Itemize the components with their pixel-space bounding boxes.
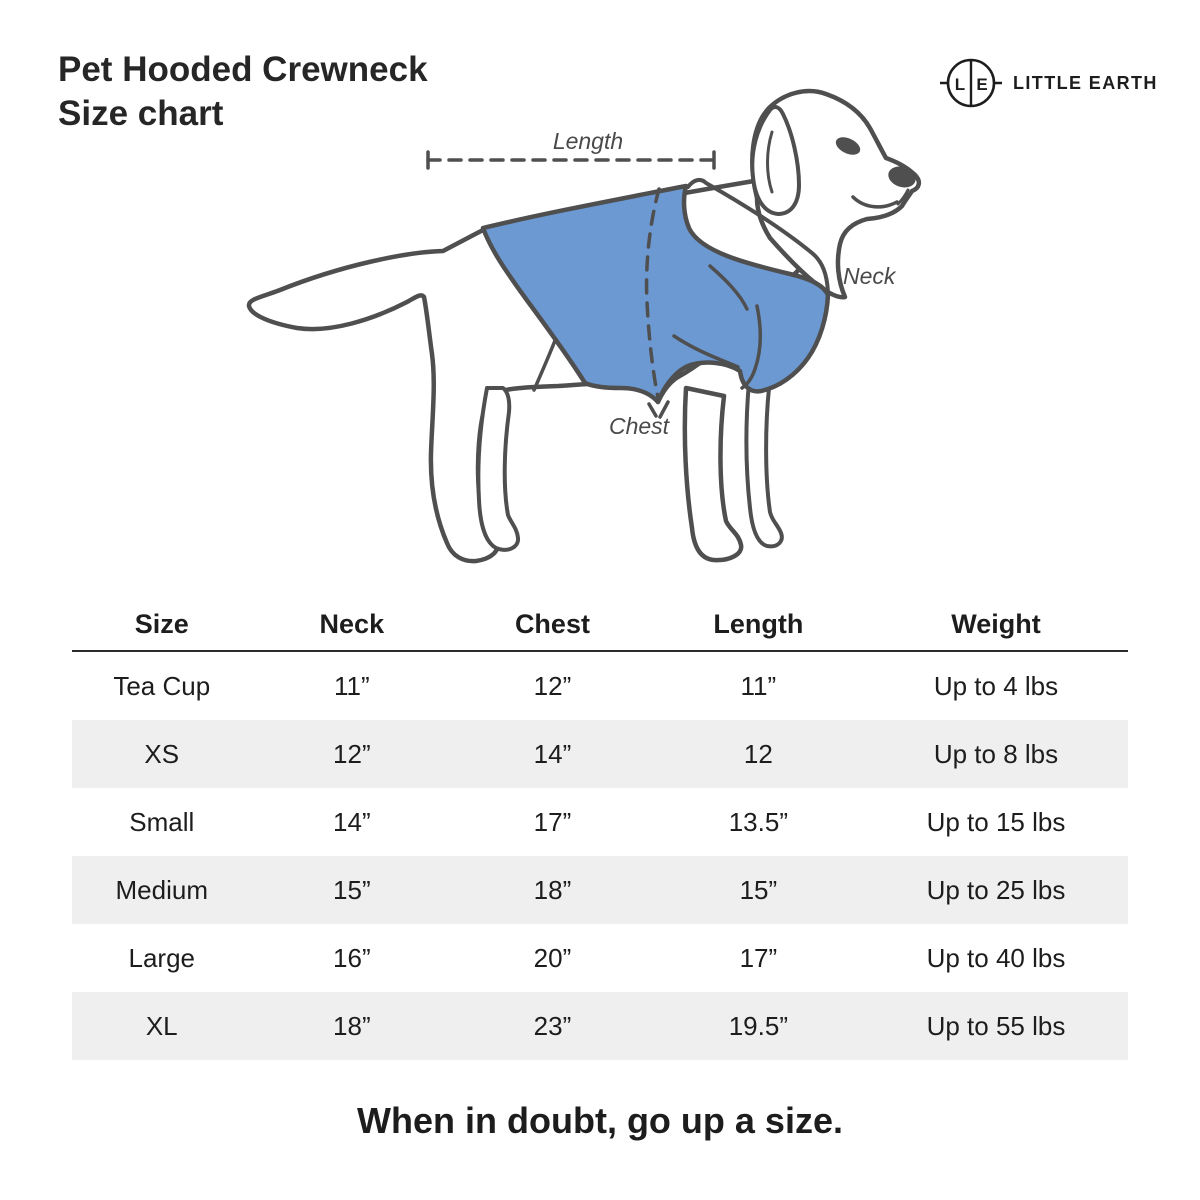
cell-size: XS <box>144 738 180 769</box>
table-row: XL 18” 23” 19.5” Up to 55 lbs <box>72 992 1128 1060</box>
sleeve-crease-line <box>672 334 740 369</box>
cell-length: 19.5” <box>728 1010 788 1041</box>
table-row: XS 12” 14” 12 Up to 8 lbs <box>72 720 1128 788</box>
logo-letter-l: L <box>955 75 965 94</box>
dog-eye-icon <box>835 137 861 155</box>
haunch-crease-line <box>532 336 558 392</box>
collar-crease-line <box>708 264 749 311</box>
cell-size: Small <box>129 806 195 837</box>
dog-muzzle-line <box>896 188 910 206</box>
table-row: Tea Cup 11” 12” 11” Up to 4 lbs <box>72 651 1128 720</box>
cell-neck: 15” <box>333 874 371 905</box>
cell-neck: 11” <box>334 670 370 701</box>
footer-note: When in doubt, go up a size. <box>357 1100 843 1141</box>
cell-weight: Up to 8 lbs <box>933 738 1059 769</box>
col-header-neck: Neck <box>251 598 453 652</box>
brand-logo: L E LITTLE EARTH <box>933 55 1183 115</box>
cell-chest: 12” <box>533 670 572 701</box>
table-row: Medium 15” 18” 15” Up to 25 lbs <box>72 856 1128 924</box>
dog-front-near-leg <box>682 385 744 563</box>
table-header-row: Size Neck Chest Length Weight <box>72 598 1128 652</box>
cell-neck: 14” <box>333 806 371 837</box>
cell-size: XL <box>145 1010 178 1041</box>
dog-rear-far-leg <box>476 386 521 552</box>
col-header-chest: Chest <box>452 598 653 652</box>
col-header-length: Length <box>652 598 864 652</box>
cell-weight: Up to 25 lbs <box>926 874 1066 905</box>
dog-ear-inner-line <box>766 130 774 194</box>
logo-letter-e: E <box>976 75 987 94</box>
cell-length: 12 <box>743 738 773 769</box>
col-header-weight: Weight <box>863 598 1128 652</box>
cell-neck: 18” <box>333 1010 371 1041</box>
chest-measure-arrow <box>647 400 670 419</box>
dog-ear-icon <box>750 104 801 216</box>
size-table: Size Neck Chest Length Weight Tea Cup 11… <box>72 598 1128 1060</box>
dog-nose-icon <box>888 166 916 188</box>
cell-length: 13.5” <box>728 806 788 837</box>
cell-size: Medium <box>115 874 208 905</box>
cell-size: Tea Cup <box>113 670 211 701</box>
cell-chest: 17” <box>533 806 572 837</box>
dog-mouth-line <box>851 195 899 209</box>
dog-front-far-leg <box>744 380 784 549</box>
neck-label: Neck <box>843 263 897 289</box>
cell-length: 11” <box>740 670 777 701</box>
sleeve-cuff-line <box>740 304 762 390</box>
page-title: Pet Hooded Crewneck Size chart <box>58 50 428 133</box>
dog-diagram: Length Neck Chest <box>246 88 922 564</box>
table-row: Small 14” 17” 13.5” Up to 15 lbs <box>72 788 1128 856</box>
cell-weight: Up to 4 lbs <box>933 670 1059 701</box>
length-label: Length <box>553 128 623 154</box>
cell-weight: Up to 40 lbs <box>926 942 1066 973</box>
little-earth-logo-icon: L E <box>940 58 1002 108</box>
cell-neck: 16” <box>333 942 371 973</box>
cell-size: Large <box>128 942 196 973</box>
cell-chest: 23” <box>533 1010 572 1041</box>
cell-length: 17” <box>739 942 778 973</box>
sweater <box>480 183 831 405</box>
brand-name: LITTLE EARTH <box>1013 73 1158 93</box>
cell-chest: 20” <box>533 942 572 973</box>
cell-weight: Up to 15 lbs <box>926 806 1066 837</box>
chest-measure-line <box>644 187 661 400</box>
col-header-size: Size <box>72 598 252 652</box>
cell-neck: 12” <box>333 738 371 769</box>
chest-label: Chest <box>609 413 671 439</box>
cell-chest: 18” <box>533 874 572 905</box>
cell-weight: Up to 55 lbs <box>926 1010 1066 1041</box>
table-row: Large 16” 20” 17” Up to 40 lbs <box>72 924 1128 992</box>
cell-chest: 14” <box>533 738 572 769</box>
length-measure-ticks <box>426 150 716 170</box>
cell-length: 15” <box>739 874 778 905</box>
hood-collar-line <box>686 177 830 294</box>
